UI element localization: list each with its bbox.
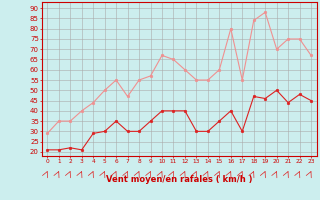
X-axis label: Vent moyen/en rafales ( km/h ): Vent moyen/en rafales ( km/h ) <box>106 175 252 184</box>
